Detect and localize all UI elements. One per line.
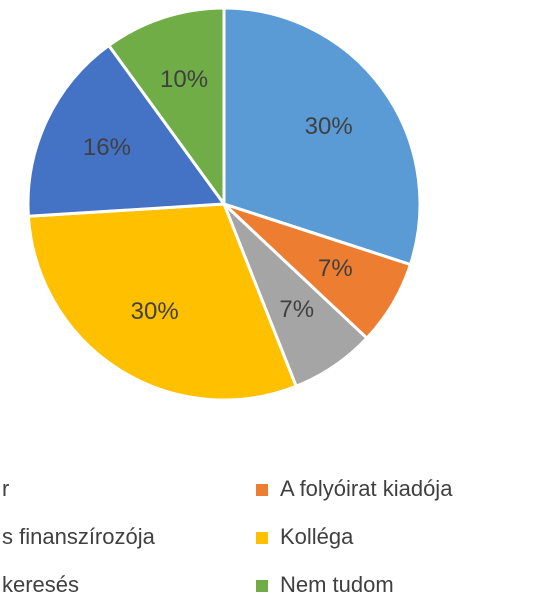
- legend-marker: [256, 532, 268, 544]
- data-label-value: 7: [318, 255, 331, 282]
- data-label: 7%: [318, 255, 353, 282]
- data-label: 16%: [83, 134, 131, 161]
- percent-sign: %: [331, 113, 352, 140]
- legend-marker: [256, 580, 268, 592]
- data-label-value: 7: [279, 296, 292, 323]
- legend-label: Kolléga: [280, 524, 354, 549]
- pie-slice: [222, 6, 422, 267]
- data-label: 30%: [305, 113, 353, 140]
- data-label-value: 10: [160, 66, 187, 93]
- data-label-value: 30: [305, 113, 332, 140]
- data-label: 10%: [160, 66, 208, 93]
- legend-label: A folyóirat kiadója: [280, 476, 453, 501]
- percent-sign: %: [187, 66, 208, 93]
- percent-sign: %: [110, 134, 131, 161]
- legend-label: s finanszírozója: [2, 524, 156, 549]
- legend-label: Nem tudom: [280, 572, 394, 597]
- data-label-value: 16: [83, 134, 110, 161]
- data-label: 7%: [279, 296, 314, 323]
- legend-marker: [256, 484, 268, 496]
- percent-sign: %: [331, 255, 352, 282]
- legend-label: r: [2, 476, 9, 501]
- data-label-value: 30: [131, 299, 158, 326]
- pie-slice: [26, 43, 227, 218]
- pie-slice: [106, 6, 226, 209]
- legend-label: keresés: [2, 572, 79, 597]
- pie-slice: [26, 202, 299, 402]
- data-label: 30%: [131, 299, 179, 326]
- percent-sign: %: [157, 299, 178, 326]
- percent-sign: %: [293, 296, 314, 323]
